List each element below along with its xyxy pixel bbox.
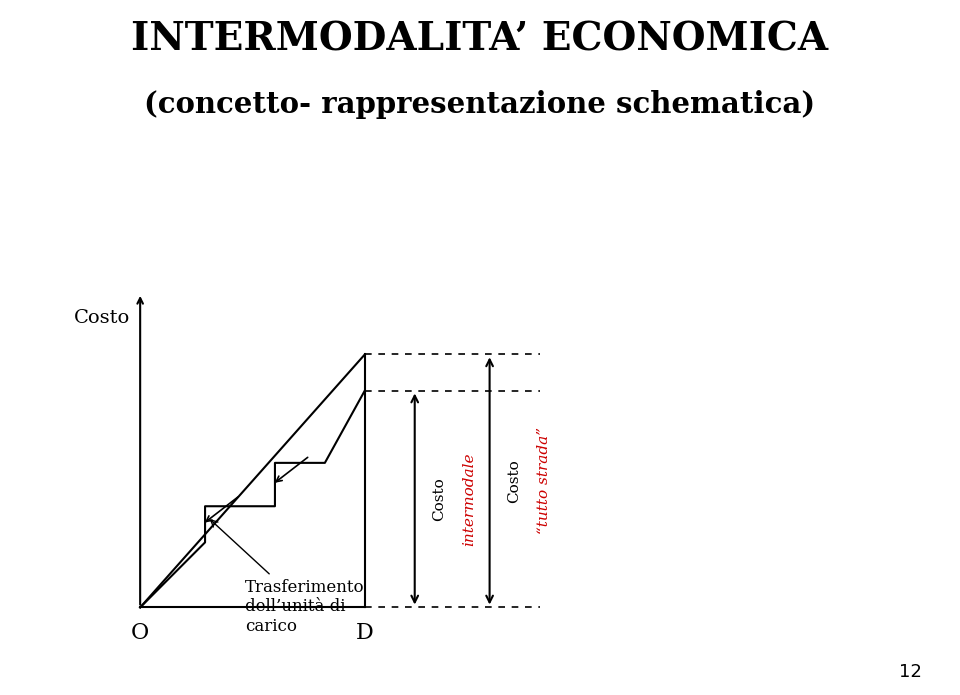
Text: (concetto- rappresentazione schematica): (concetto- rappresentazione schematica)	[144, 90, 816, 120]
Text: Costo: Costo	[507, 459, 521, 502]
Text: D: D	[356, 622, 373, 644]
Text: 12: 12	[899, 663, 922, 681]
Text: Trasferimento
dell’unità di
carico: Trasferimento dell’unità di carico	[211, 520, 365, 635]
Text: O: O	[131, 622, 150, 644]
Text: intermodale: intermodale	[462, 452, 476, 546]
Text: Costo: Costo	[432, 477, 446, 521]
Text: “tutto strada”: “tutto strada”	[537, 427, 551, 534]
Text: INTERMODALITA’ ECONOMICA: INTERMODALITA’ ECONOMICA	[132, 21, 828, 59]
Text: Costo: Costo	[74, 309, 131, 327]
